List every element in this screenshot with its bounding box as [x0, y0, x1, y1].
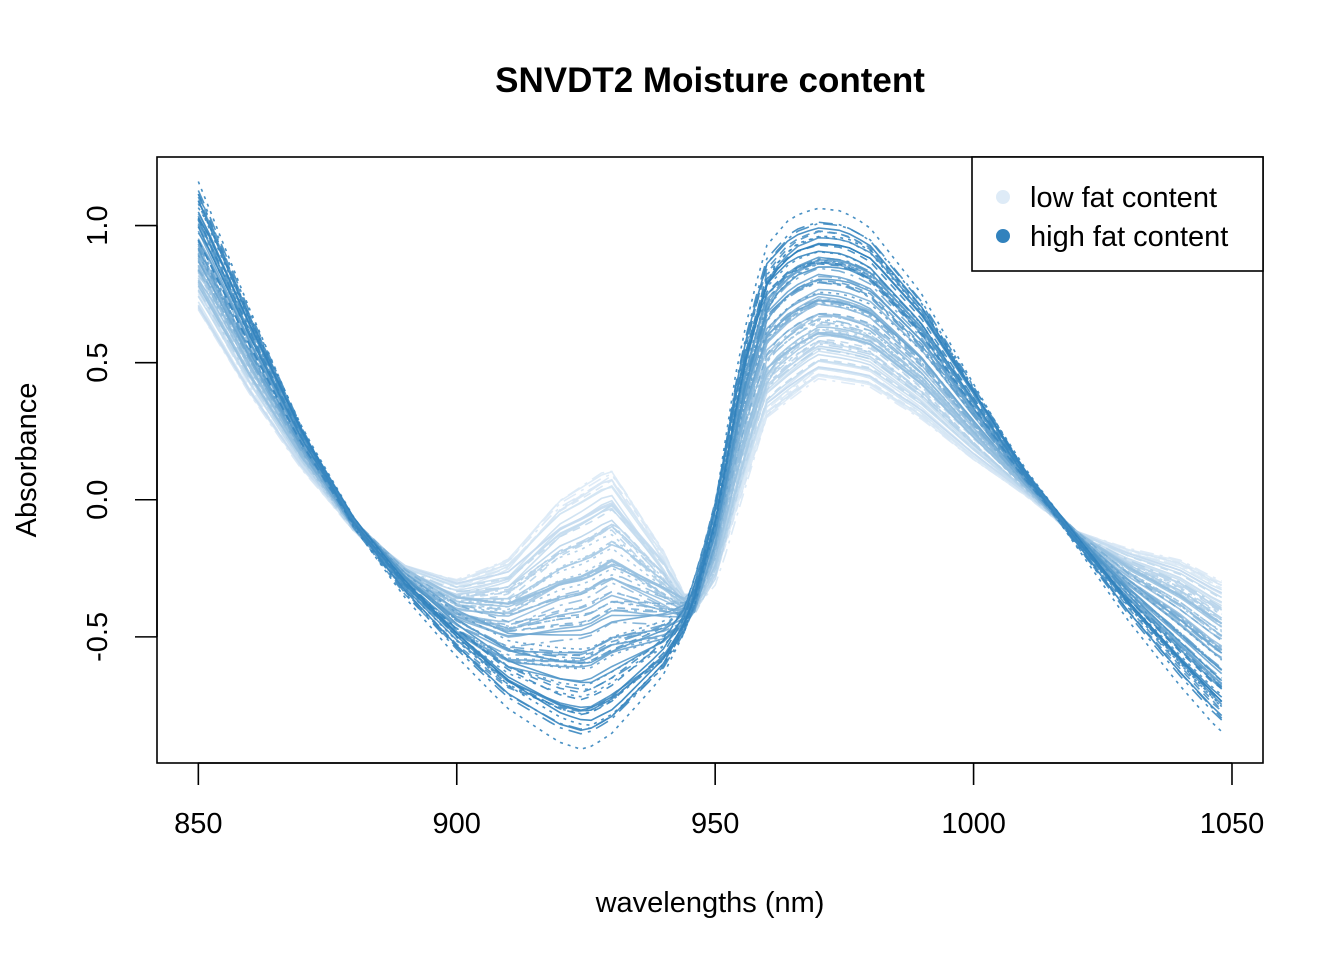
spectrum-line [197, 243, 1223, 652]
x-axis-label: wavelengths (nm) [595, 887, 825, 919]
spectrum-line [197, 259, 1223, 654]
spectrum-line [197, 218, 1223, 683]
y-tick-label: 1.0 [82, 205, 114, 245]
spectrum-line [197, 193, 1223, 735]
spectrum-line [197, 247, 1223, 671]
spectrum-line [197, 245, 1223, 654]
spectrum-line [197, 253, 1223, 653]
spectrum-line [197, 217, 1223, 722]
spectrum-line [197, 224, 1223, 671]
legend-marker-high-fat [996, 229, 1010, 243]
spectrum-line [197, 207, 1223, 727]
x-tick-label: 850 [174, 808, 222, 840]
spectrum-line [197, 213, 1223, 685]
legend-box [971, 156, 1264, 272]
spectrum-line [197, 200, 1223, 709]
spectrum-line [197, 252, 1223, 659]
spectrum-line [197, 219, 1223, 698]
spectrum-line [197, 240, 1223, 671]
spectrum-line [197, 226, 1223, 689]
legend-label-high-fat: high fat content [1030, 221, 1228, 253]
spectrum-line [197, 230, 1223, 675]
spectrum-line [197, 240, 1223, 650]
spectrum-line [197, 215, 1223, 686]
y-tick-label: 0.5 [82, 342, 114, 382]
spectrum-line [197, 218, 1223, 690]
chart-title: SNVDT2 Moisture content [495, 61, 925, 100]
spectrum-line [197, 238, 1223, 660]
spectrum-line [197, 243, 1223, 669]
spectra-lines [197, 181, 1223, 751]
y-axis-label: Absorbance [11, 383, 43, 538]
spectrum-line [197, 223, 1223, 691]
spectrum-line [197, 257, 1223, 651]
spectrum-line [197, 239, 1223, 701]
legend-label-low-fat: low fat content [1030, 182, 1217, 214]
spectrum-line [197, 248, 1223, 670]
x-tick-label: 1000 [941, 808, 1006, 840]
spectrum-line [197, 224, 1223, 679]
y-axis: -0.5 0.0 0.5 1.0 [82, 205, 158, 662]
y-tick-label: 0.0 [82, 480, 114, 520]
spectrum-line [197, 219, 1223, 686]
legend-marker-low-fat [996, 190, 1010, 204]
spectrum-line [197, 253, 1223, 651]
spectrum-line [197, 218, 1223, 716]
spectrum-line [197, 261, 1223, 654]
spectrum-line [197, 239, 1223, 694]
legend: low fat content high fat content [971, 156, 1264, 272]
x-tick-label: 950 [691, 808, 739, 840]
spectrum-line [197, 232, 1223, 684]
spectrum-line [197, 196, 1223, 712]
x-axis: 850 900 950 1000 1050 [174, 762, 1265, 840]
x-tick-label: 900 [433, 808, 481, 840]
spectrum-line [197, 254, 1223, 661]
spectrum-line [197, 226, 1223, 711]
spectrum-line [197, 241, 1223, 672]
spectrum-line [197, 219, 1223, 684]
spectrum-line [197, 200, 1223, 732]
spectrum-line [197, 215, 1223, 682]
x-tick-label: 1050 [1200, 808, 1265, 840]
spectrum-line [197, 211, 1223, 712]
y-tick-label: -0.5 [82, 612, 114, 662]
spectrum-line [197, 203, 1223, 715]
